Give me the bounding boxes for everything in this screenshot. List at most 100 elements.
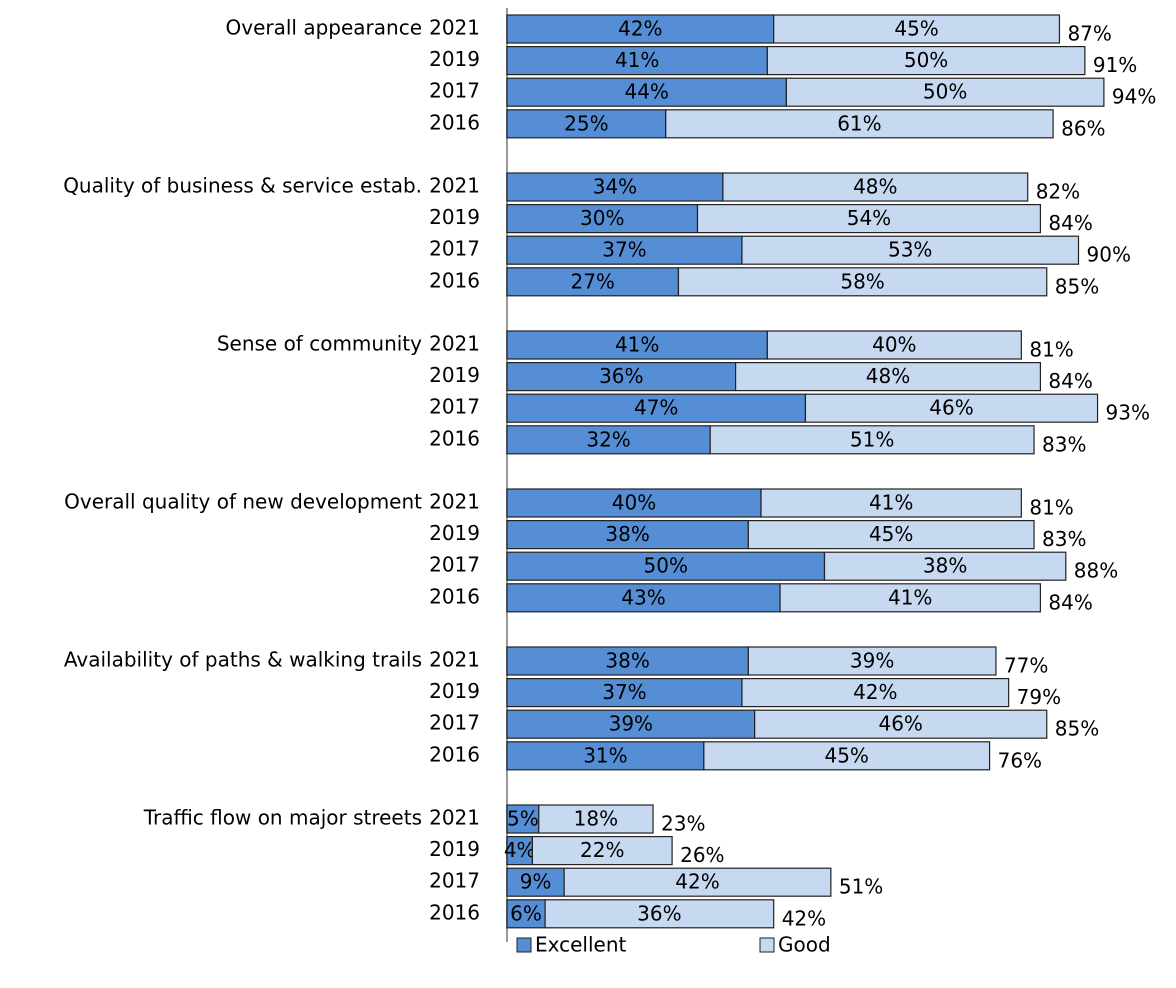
bar-segment: [766, 45, 1086, 76]
bar-segment: [538, 804, 654, 834]
value-label: 54%: [847, 206, 891, 230]
total-label: 76%: [998, 748, 1042, 772]
legend-label: Good: [778, 933, 831, 957]
total-label: 81%: [1029, 338, 1073, 362]
value-label: 46%: [878, 712, 922, 736]
bar-segment: [760, 488, 1022, 518]
value-label: 37%: [602, 238, 646, 262]
year-label: 2019: [429, 521, 480, 545]
bar-segment: [665, 109, 1054, 139]
bar-segment: [544, 899, 775, 929]
value-label: 38%: [605, 522, 649, 546]
value-label: 6%: [510, 901, 542, 925]
value-label: 4%: [504, 838, 536, 862]
value-label: 48%: [866, 364, 910, 388]
year-label: 2019: [429, 837, 480, 861]
total-label: 26%: [680, 843, 724, 867]
bar-segment: [506, 551, 826, 581]
total-label: 42%: [782, 906, 826, 930]
year-label: 2019: [429, 205, 480, 229]
value-label: 40%: [872, 333, 916, 357]
total-label: 83%: [1042, 432, 1086, 456]
bar-segment: [804, 393, 1099, 423]
bar-segment: [506, 519, 749, 550]
legend-swatch: [516, 937, 532, 953]
legend-swatch: [759, 937, 775, 953]
total-label: 83%: [1042, 527, 1086, 551]
year-label: 2016: [429, 110, 480, 134]
value-label: 42%: [675, 870, 719, 894]
total-label: 94%: [1112, 85, 1156, 109]
value-label: 37%: [602, 680, 646, 704]
value-label: 27%: [570, 269, 614, 293]
bar-segment: [506, 204, 699, 234]
bar-segment: [766, 330, 1022, 360]
total-label: 79%: [1017, 685, 1061, 709]
year-label: 2021: [429, 648, 480, 672]
bar-segment: [506, 899, 546, 929]
year-label: 2016: [429, 426, 480, 450]
bar-segment: [506, 677, 743, 708]
total-label: 91%: [1093, 53, 1137, 77]
group-label: Quality of business & service estab.: [63, 174, 422, 198]
value-label: 42%: [853, 680, 897, 704]
value-label: 41%: [888, 585, 932, 609]
year-label: 2017: [429, 711, 480, 735]
value-label: 45%: [894, 17, 938, 41]
value-label: 31%: [583, 743, 627, 767]
value-label: 38%: [923, 554, 967, 578]
value-label: 45%: [824, 743, 868, 767]
bar-segment: [823, 551, 1067, 581]
year-label: 2021: [429, 806, 480, 830]
year-label: 2021: [429, 332, 480, 356]
bar-segment: [696, 204, 1041, 234]
legend-label: Excellent: [535, 933, 627, 957]
bar-segment: [773, 14, 1061, 44]
bar-segment: [734, 362, 1041, 392]
value-label: 5%: [507, 807, 539, 831]
year-label: 2016: [429, 268, 480, 292]
value-label: 58%: [840, 269, 884, 293]
year-label: 2017: [429, 237, 480, 261]
total-label: 81%: [1029, 496, 1073, 520]
group-label: Traffic flow on major streets: [143, 806, 422, 830]
value-label: 50%: [644, 554, 688, 578]
bar-segment: [754, 709, 1048, 739]
year-label: 2017: [429, 869, 480, 893]
value-label: 61%: [837, 111, 881, 135]
year-label: 2021: [429, 174, 480, 198]
bar-segment: [506, 709, 756, 739]
value-label: 48%: [853, 175, 897, 199]
bar-segment: [703, 741, 991, 771]
value-label: 22%: [580, 838, 624, 862]
total-label: 85%: [1055, 717, 1099, 741]
group-label: Overall quality of new development: [64, 490, 422, 514]
bar-segment: [563, 867, 832, 897]
year-label: 2021: [429, 490, 480, 514]
bar-segment: [506, 330, 768, 360]
value-label: 38%: [605, 649, 649, 673]
value-label: 9%: [520, 870, 552, 894]
value-label: 42%: [618, 17, 662, 41]
value-label: 36%: [599, 364, 643, 388]
year-label: 2016: [429, 900, 480, 924]
year-label: 2019: [429, 679, 480, 703]
value-label: 39%: [850, 649, 894, 673]
value-label: 34%: [593, 175, 637, 199]
value-label: 40%: [612, 491, 656, 515]
group-label: Overall appearance: [226, 16, 423, 40]
total-label: 85%: [1055, 274, 1099, 298]
year-label: 2016: [429, 742, 480, 766]
group-label: Availability of paths & walking trails: [64, 648, 422, 672]
total-label: 51%: [839, 875, 883, 899]
group-label: Sense of community: [217, 332, 422, 356]
total-label: 82%: [1036, 180, 1080, 204]
bar-segment: [531, 835, 673, 866]
value-label: 32%: [586, 427, 630, 451]
year-label: 2019: [429, 47, 480, 71]
value-label: 46%: [929, 396, 973, 420]
total-label: 77%: [1004, 654, 1048, 678]
value-label: 39%: [609, 712, 653, 736]
bar-segment: [677, 267, 1048, 297]
bar-segment: [506, 362, 737, 392]
